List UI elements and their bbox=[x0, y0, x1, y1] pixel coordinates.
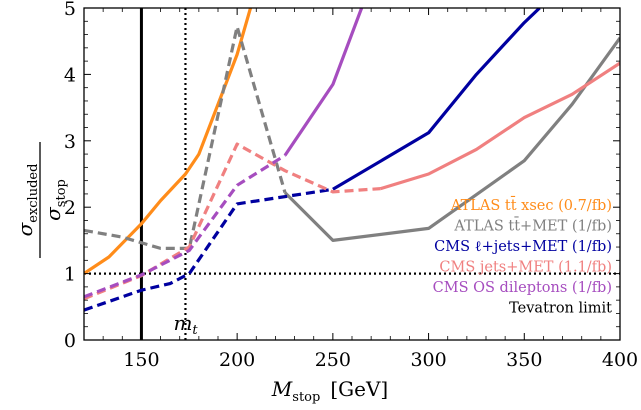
series-layer bbox=[84, 8, 620, 312]
series-line-atlas-ttbar-xsec-solid bbox=[84, 8, 253, 275]
series-cms-os-dileptons bbox=[84, 8, 364, 299]
series-line-cms-lepton-jets-met-dashed bbox=[84, 187, 334, 312]
y-axis-label-denominator-sub: stop bbox=[54, 179, 69, 207]
y-axis-label-numerator-sub: excluded bbox=[26, 164, 41, 223]
y-tick-label: 5 bbox=[64, 0, 76, 20]
legend-entry: CMS OS dileptons (1/fb) bbox=[433, 280, 612, 296]
y-tick-label: 1 bbox=[64, 264, 76, 286]
legend-entry: CMS jets+MET (1.1/fb) bbox=[439, 260, 612, 276]
series-line-cms-lepton-jets-met-solid bbox=[332, 8, 541, 191]
series-line-atlas-ttbar-met-solid bbox=[283, 36, 620, 242]
legend-entry: ATLAS tt̄+MET (1/fb) bbox=[453, 216, 612, 234]
x-tick-label: 300 bbox=[410, 349, 446, 371]
x-tick-label: 400 bbox=[602, 349, 638, 371]
series-cms-lepton-jets-met bbox=[84, 8, 541, 312]
x-axis-label-main: M bbox=[271, 377, 293, 401]
legend: ATLAS tt̄ xsec (0.7/fb) ATLAS tt̄+MET (1/… bbox=[433, 196, 613, 317]
y-tick-label: 4 bbox=[64, 64, 76, 86]
mt-label-sub: t bbox=[192, 323, 198, 338]
y-axis-label-numerator: σ bbox=[13, 221, 37, 236]
series-line-cms-jets-met-dashed bbox=[84, 142, 381, 301]
x-tick-label: 350 bbox=[506, 349, 542, 371]
x-tick-label: 200 bbox=[219, 349, 255, 371]
y-axis-label: σexcluded σstop bbox=[13, 142, 69, 258]
legend-entry: ATLAS tt̄ xsec (0.7/fb) bbox=[450, 196, 612, 214]
legend-entry: Tevatron limit bbox=[509, 301, 612, 317]
ticks-layer: 150 200 250 300 350 400 0 1 2 3 4 5 bbox=[64, 0, 638, 371]
svg-text:σexcluded: σexcluded bbox=[13, 164, 41, 237]
mt-label: mt bbox=[173, 311, 198, 338]
x-axis-label-unit: [GeV] bbox=[330, 377, 388, 401]
series-atlas-ttbar-met bbox=[84, 25, 620, 250]
x-tick-label: 250 bbox=[315, 349, 351, 371]
series-line-atlas-ttbar-met-dashed bbox=[84, 25, 287, 250]
series-line-cms-os-dileptons-dashed bbox=[84, 154, 286, 299]
x-axis-label-sub: stop bbox=[292, 390, 320, 405]
series-line-cms-jets-met-solid bbox=[380, 61, 620, 191]
legend-entry: CMS ℓ+jets+MET (1/fb) bbox=[434, 239, 612, 255]
y-tick-label: 0 bbox=[64, 330, 76, 352]
svg-text:σstop: σstop bbox=[41, 179, 69, 221]
y-tick-label: 2 bbox=[64, 197, 76, 219]
y-axis-label-denominator: σ bbox=[41, 206, 65, 221]
y-tick-label: 3 bbox=[64, 131, 76, 153]
series-atlas-ttbar-xsec bbox=[84, 8, 253, 275]
mt-label-main: m bbox=[173, 311, 192, 335]
x-axis-label: Mstop [GeV] bbox=[271, 377, 388, 405]
series-line-cms-os-dileptons-solid bbox=[283, 8, 364, 157]
x-tick-label: 150 bbox=[123, 349, 159, 371]
